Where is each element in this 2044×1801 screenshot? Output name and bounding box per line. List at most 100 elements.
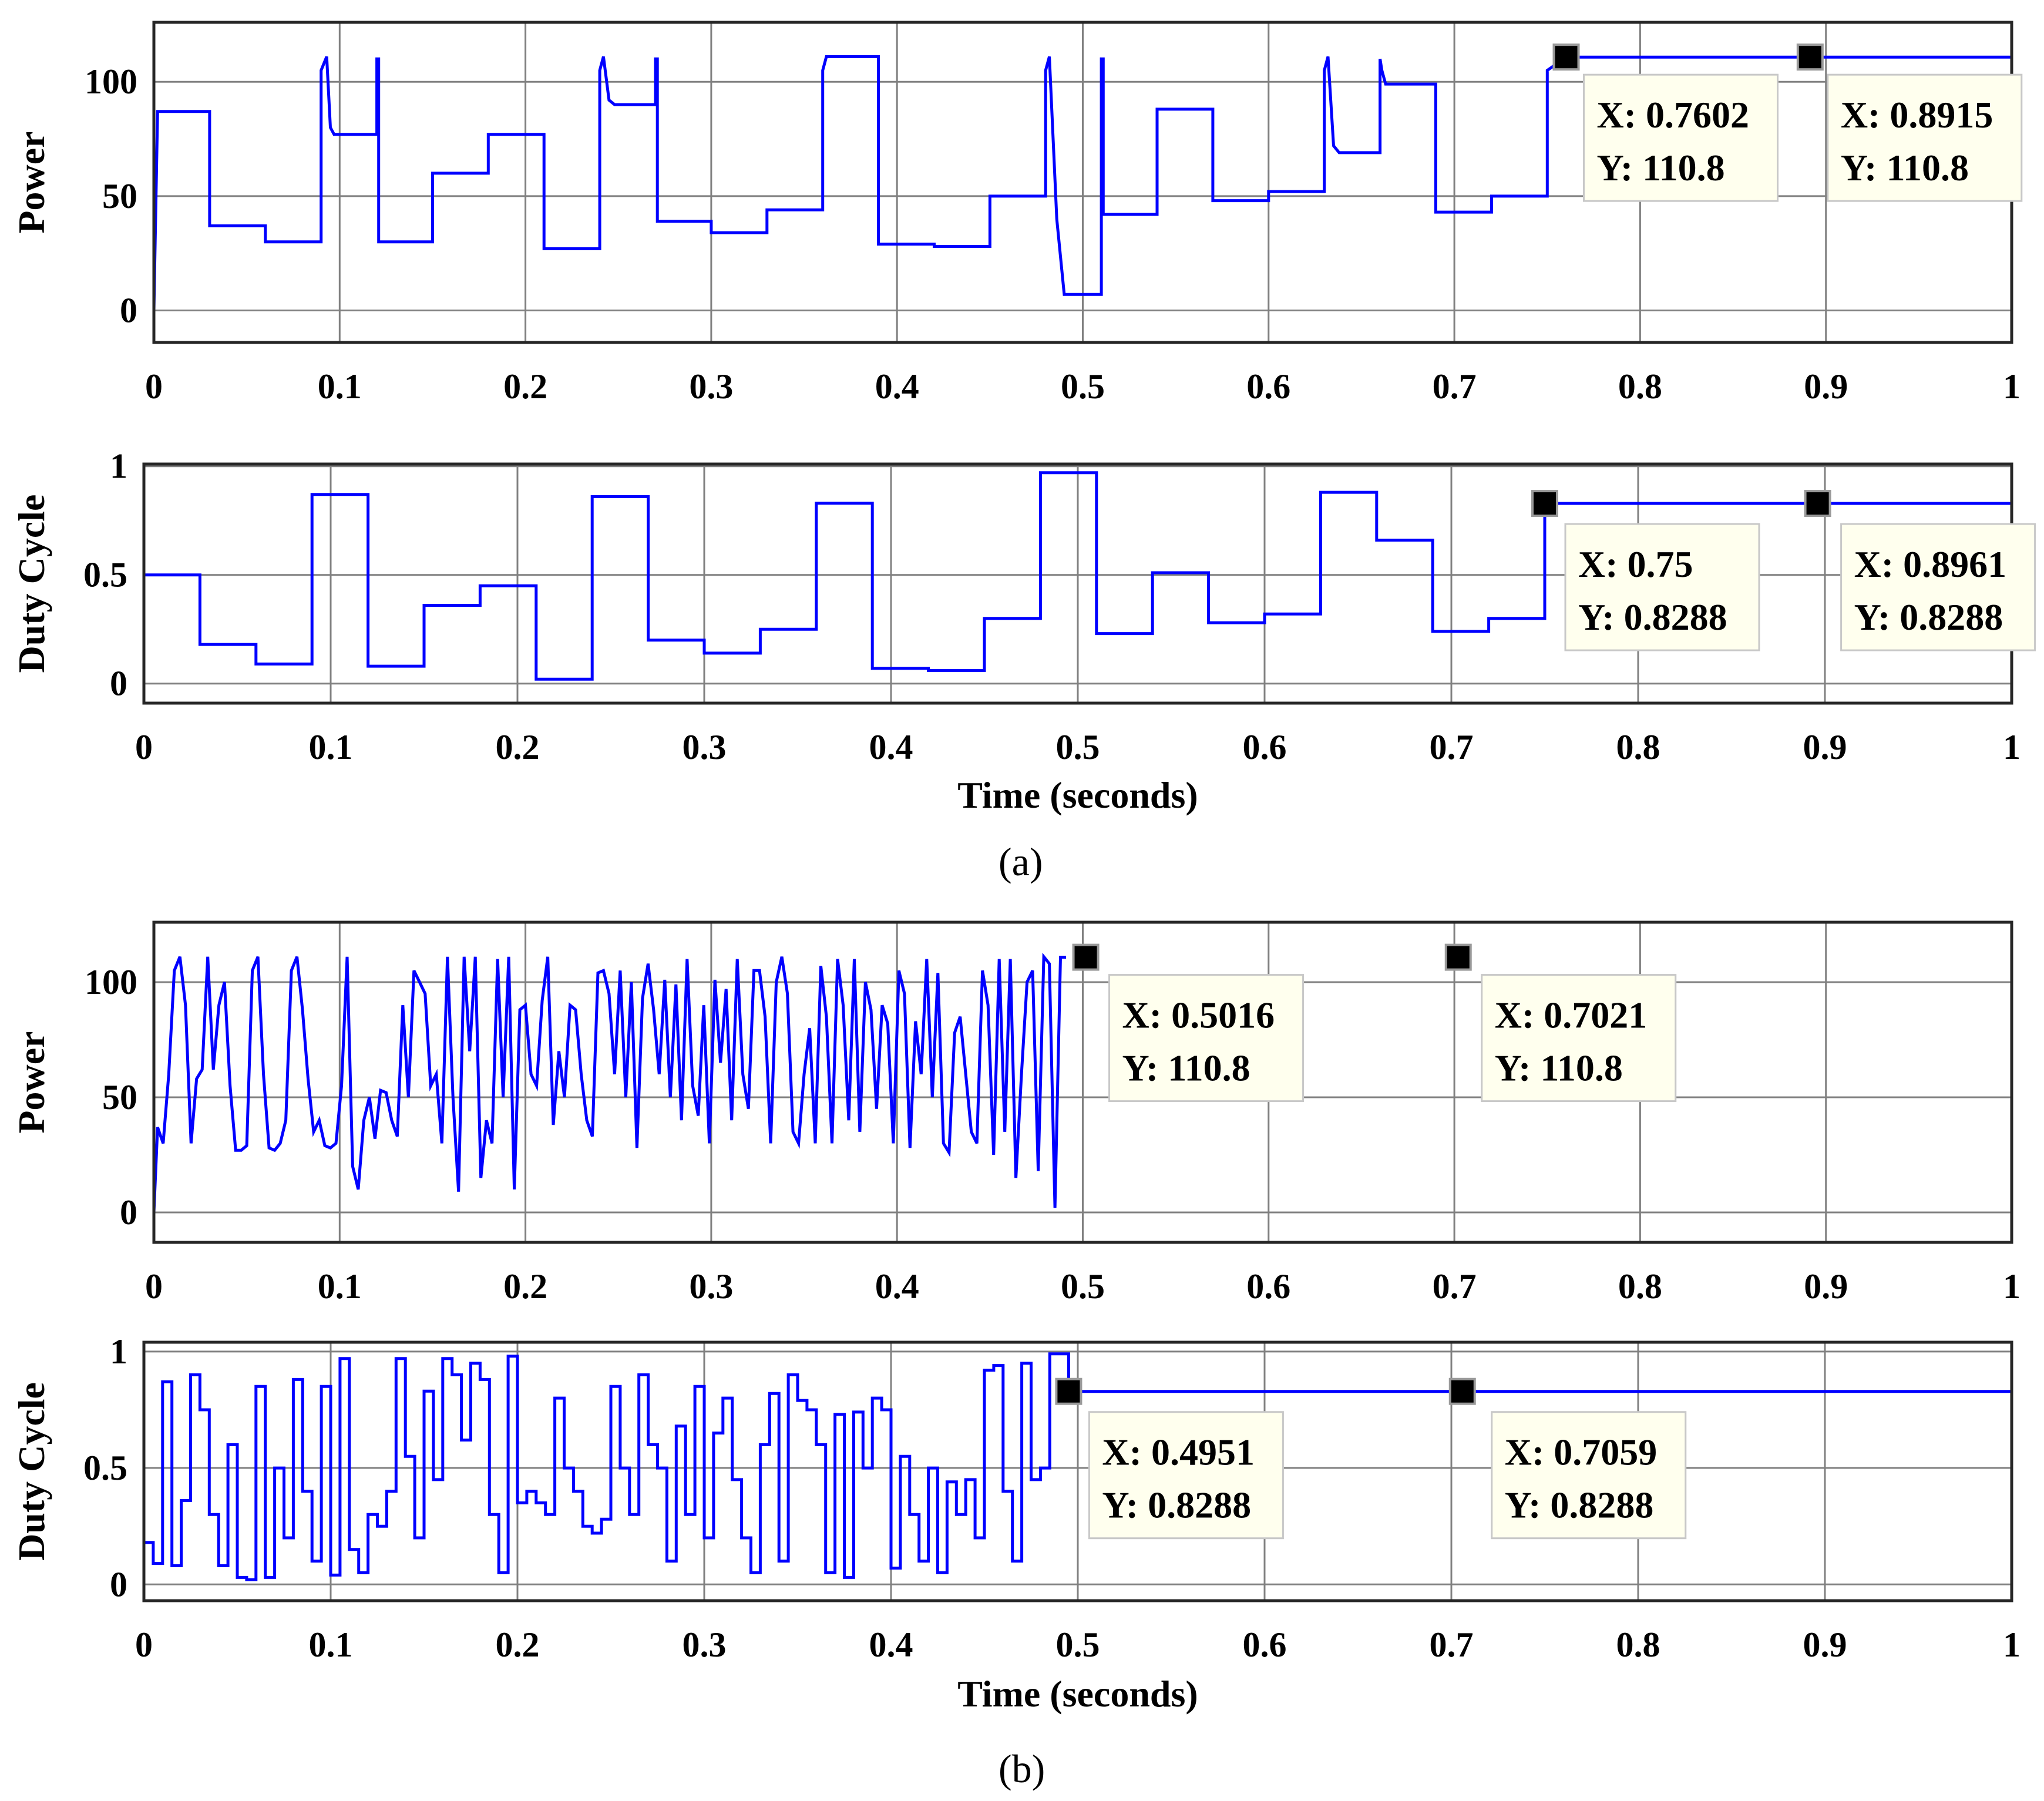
chart-b-power: 0 0.1 0.2 0.3 0.4 0.5 0.6 0.7 0.8 0.9 1 0 50 100 Power… [11, 920, 2021, 1306]
y-axis-label: Duty Cycle [11, 495, 52, 673]
x-tick-label: 0.6 [1246, 367, 1290, 406]
series-line [152, 952, 1066, 1213]
datatip-y-label: Y: 110.8 [1841, 147, 1969, 189]
datatip-box [1481, 974, 1677, 1103]
datatip-marker [1448, 1377, 1476, 1405]
datatip-marker [1804, 490, 1831, 518]
datatip-box [1827, 73, 2023, 202]
datatip-x-label: X: 0.7021 [1495, 994, 1648, 1036]
x-tick-label: 0.7 [1433, 367, 1477, 406]
x-tick-label: 0.3 [689, 367, 733, 406]
datatip-box [1840, 523, 2036, 651]
x-tick-label: 0 [135, 728, 153, 767]
x-tick-label: 0.8 [1616, 1625, 1660, 1664]
x-tick-label: 0.1 [318, 1267, 362, 1306]
y-tick-label: 1 [110, 1332, 127, 1371]
y-tick-label: 0.5 [83, 1449, 127, 1487]
x-tick-label: 0.3 [689, 1267, 733, 1306]
y-tick-label: 100 [85, 62, 137, 101]
x-tick-label: 0.5 [1061, 1267, 1105, 1306]
x-tick-label: 1 [2003, 1267, 2021, 1306]
datatip-marker [1552, 43, 1580, 71]
x-tick-label: 0.6 [1243, 728, 1287, 767]
x-tick-label: 0.8 [1616, 728, 1660, 767]
x-tick-label: 0.7 [1430, 728, 1474, 767]
datatip: X: 0.8961 Y: 0.8288 [1804, 490, 2036, 651]
datatip: X: 0.7059 Y: 0.8288 [1448, 1377, 1687, 1540]
x-tick-label: 0 [145, 367, 163, 406]
x-tick-label: 0.7 [1430, 1625, 1474, 1664]
x-axis-label: Time (seconds) [957, 774, 1198, 816]
x-tick-label: 0.9 [1803, 1625, 1847, 1664]
x-tick-label: 0.4 [869, 1625, 913, 1664]
datatip-x-label: X: 0.8961 [1854, 543, 2007, 585]
datatip-box [1491, 1411, 1687, 1540]
x-tick-label: 0.1 [309, 728, 353, 767]
y-tick-label: 0 [110, 664, 127, 703]
series-line [152, 55, 2012, 311]
chart-b-duty: 0 0.1 0.2 0.3 0.4 0.5 0.6 0.7 0.8 0.9 1 0 0.5 1 Duty C… [11, 1332, 2021, 1715]
x-tick-label: 1 [2003, 728, 2021, 767]
x-tick-label: 0.8 [1618, 1267, 1662, 1306]
y-tick-label: 50 [102, 1078, 137, 1117]
x-tick-label: 0.2 [503, 1267, 547, 1306]
datatip-y-label: Y: 110.8 [1597, 147, 1725, 189]
x-tick-label: 0.6 [1243, 1625, 1287, 1664]
datatip-marker [1796, 43, 1824, 71]
y-axis-label: Power [11, 131, 52, 233]
x-tick-label: 0.4 [875, 1267, 919, 1306]
datatip-box [1583, 73, 1779, 202]
x-tick-label: 0.6 [1246, 1267, 1290, 1306]
datatip-box [1108, 974, 1305, 1103]
datatip-x-label: X: 0.7059 [1505, 1432, 1658, 1473]
datatip-x-label: X: 0.5016 [1122, 994, 1275, 1036]
x-tick-label: 0.3 [683, 1625, 727, 1664]
x-tick-label: 0.3 [683, 728, 727, 767]
x-tick-label: 0 [145, 1267, 163, 1306]
x-tick-label: 1 [2003, 1625, 2021, 1664]
x-tick-label: 0.4 [869, 728, 913, 767]
x-tick-label: 0 [135, 1625, 153, 1664]
x-tick-label: 0.1 [318, 367, 362, 406]
datatip-box [1088, 1411, 1284, 1540]
series-line [144, 1352, 2012, 1581]
datatip-y-label: Y: 0.8288 [1854, 596, 2003, 638]
datatip-y-label: Y: 0.8288 [1102, 1484, 1251, 1526]
datatip-y-label: Y: 0.8288 [1505, 1484, 1654, 1526]
x-tick-label: 0.4 [875, 367, 919, 406]
x-tick-label: 0.1 [309, 1625, 353, 1664]
y-tick-label: 1 [110, 447, 127, 486]
datatip-x-label: X: 0.4951 [1102, 1432, 1255, 1473]
datatip-y-label: Y: 0.8288 [1578, 596, 1727, 638]
datatip-y-label: Y: 110.8 [1495, 1047, 1623, 1089]
y-axis-label: Duty Cycle [11, 1382, 52, 1561]
datatip: X: 0.5016 Y: 110.8 [1072, 943, 1305, 1103]
x-tick-label: 0.2 [503, 367, 547, 406]
y-tick-label: 100 [85, 963, 137, 1002]
x-tick-label: 0.5 [1056, 1625, 1100, 1664]
x-tick-label: 0.8 [1618, 367, 1662, 406]
datatip: X: 0.8915 Y: 110.8 [1796, 43, 2023, 202]
datatip: X: 0.7602 Y: 110.8 [1552, 43, 1779, 202]
datatip: X: 0.75 Y: 0.8288 [1531, 490, 1760, 651]
datatip-marker [1444, 943, 1472, 971]
datatip-x-label: X: 0.7602 [1597, 94, 1750, 136]
chart-a-duty: 0 0.1 0.2 0.3 0.4 0.5 0.6 0.7 0.8 0.9 1 0 0.5 1 Duty C… [11, 447, 2036, 816]
datatip-marker [1531, 490, 1558, 518]
datatip-marker [1072, 943, 1100, 971]
x-tick-label: 0.5 [1056, 728, 1100, 767]
y-tick-label: 0 [120, 291, 137, 330]
datatip-marker [1055, 1377, 1082, 1405]
x-tick-label: 1 [2003, 367, 2021, 406]
datatip-box [1564, 523, 1760, 651]
y-tick-label: 0 [110, 1565, 127, 1604]
datatip: X: 0.7021 Y: 110.8 [1444, 943, 1677, 1103]
axes-frame [142, 1340, 2013, 1602]
x-tick-label: 0.2 [496, 728, 540, 767]
datatip-x-label: X: 0.75 [1578, 543, 1693, 585]
y-tick-label: 0 [120, 1193, 137, 1232]
y-tick-label: 0.5 [83, 556, 127, 594]
chart-a-power: 0 0.1 0.2 0.3 0.4 0.5 0.6 0.7 0.8 0.9 1 0 50 100 Power… [11, 21, 2023, 406]
panel-label-a: (a) [999, 839, 1043, 884]
